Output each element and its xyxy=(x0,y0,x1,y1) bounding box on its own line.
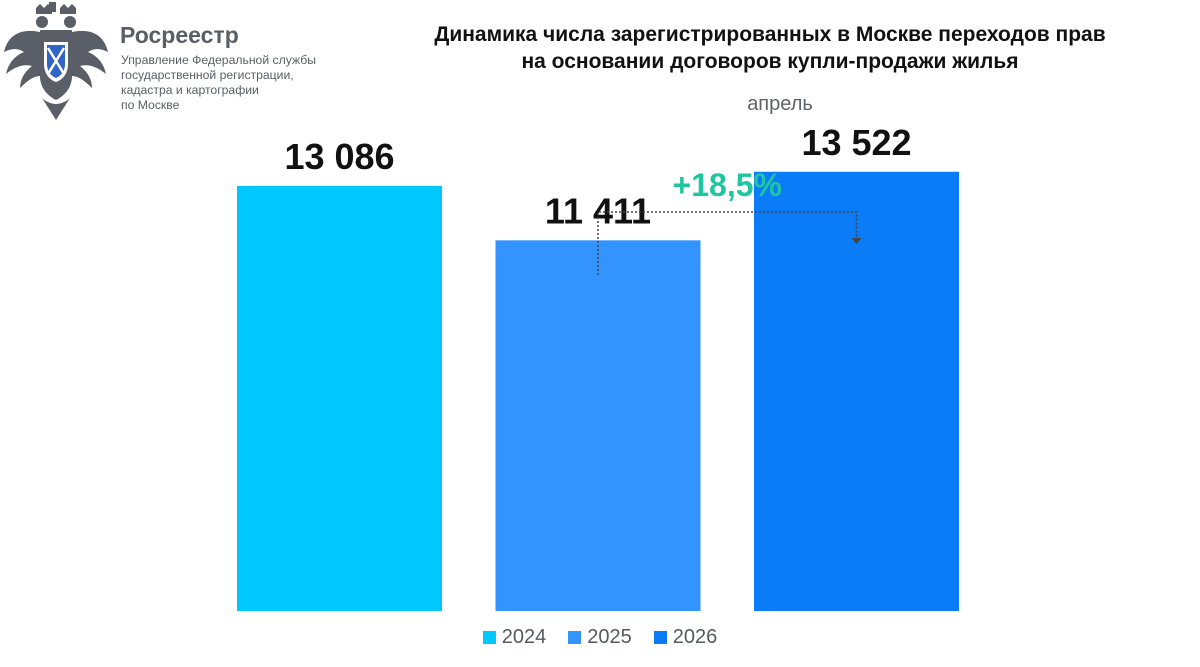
legend-label-2025: 2025 xyxy=(587,626,632,648)
bar-2025 xyxy=(495,240,701,612)
data-label-2025: 11 411 xyxy=(545,190,651,231)
change-bracket-line xyxy=(597,211,858,275)
legend-label-2024: 2024 xyxy=(501,626,547,648)
chart-title: Динамика числа зарегистрированных в Моск… xyxy=(434,23,1106,73)
legend-swatch-2026 xyxy=(653,631,667,644)
bar-2024 xyxy=(237,185,442,612)
legend-swatch-2025 xyxy=(568,631,582,644)
change-percent-label: +18,5% xyxy=(673,167,782,203)
brand-block: Росреестр Управление Федеральной службы … xyxy=(0,0,360,130)
legend-label-2026: 2026 xyxy=(672,626,718,648)
legend-item-2025: 2025 xyxy=(568,626,632,649)
bar-2026 xyxy=(754,171,959,612)
brand-subtitle: Управление Федеральной службы государств… xyxy=(121,53,316,112)
legend-item-2026: 2026 xyxy=(653,626,718,649)
legend-item-2024: 2024 xyxy=(482,626,547,649)
chart-legend: 2024 2025 2026 xyxy=(0,626,1200,649)
chart-subtitle: апрель xyxy=(747,93,813,115)
brand-name: Росреестр xyxy=(120,22,239,48)
legend-swatch-2024 xyxy=(482,631,496,644)
data-label-2024: 13 086 xyxy=(284,136,394,177)
double-headed-eagle-emblem-icon xyxy=(4,2,108,120)
arrow-down-icon xyxy=(851,238,862,244)
data-label-2026: 13 522 xyxy=(801,122,911,163)
